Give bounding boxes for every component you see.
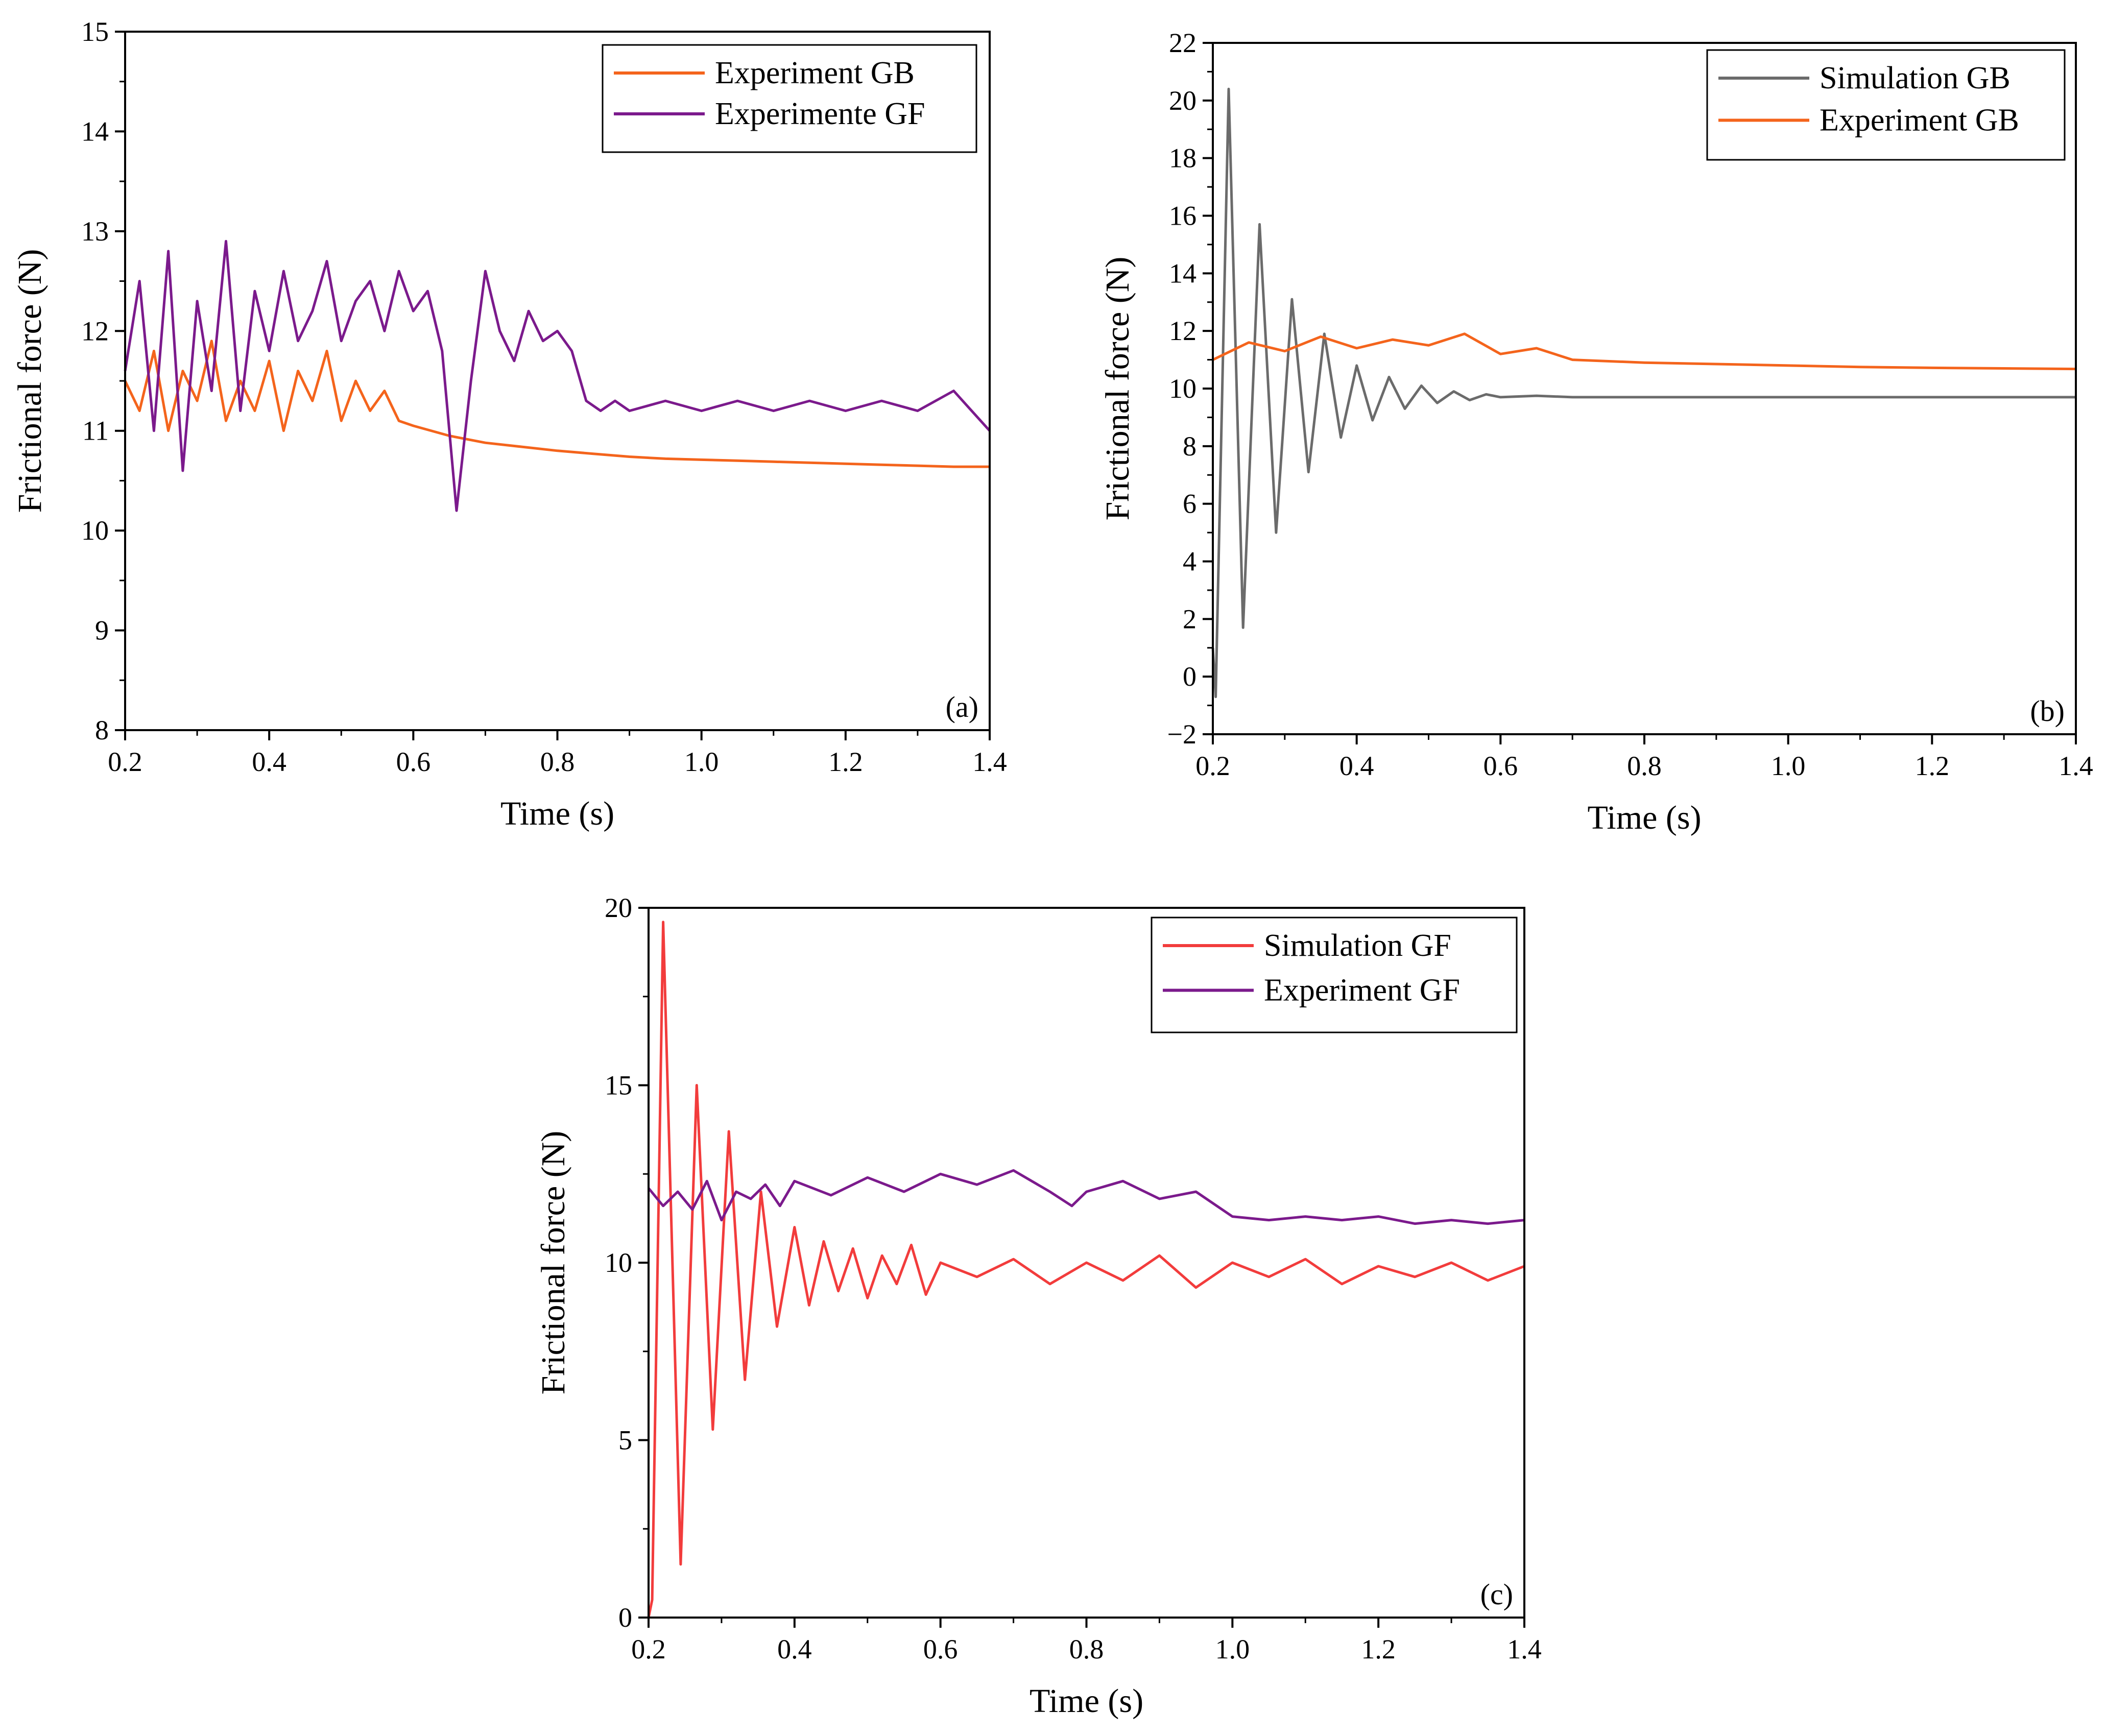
series-line-experiment-gb xyxy=(1212,332,2076,371)
y-tick-label: 20 xyxy=(605,893,632,923)
y-tick-label: 22 xyxy=(1169,28,1196,58)
x-axis-title: Time (s) xyxy=(1030,1682,1143,1720)
series-line-experiment-gb xyxy=(124,340,990,468)
x-tick-label: 1.2 xyxy=(1361,1634,1396,1665)
x-tick-label: 0.6 xyxy=(923,1634,958,1665)
y-tick-label: −2 xyxy=(1167,719,1196,750)
y-tick-label: 9 xyxy=(95,615,109,646)
y-tick-label: 0 xyxy=(1183,661,1196,692)
chart-panel-b: 0.2 0.4 0.6 0.8 1.0 1.2 1.4 −2 0 2 4 6 8 10 12 14 16 18 20… xyxy=(1099,28,2093,836)
x-axis-title: Time (s) xyxy=(1587,799,1701,836)
y-tick-label: 18 xyxy=(1169,143,1196,174)
y-tick-label: 20 xyxy=(1169,85,1196,116)
y-tick-label: 14 xyxy=(81,116,109,147)
x-tick-label: 0.8 xyxy=(1069,1634,1104,1665)
legend: Experiment GB Experimente GF xyxy=(602,44,977,153)
x-tick-label: 0.2 xyxy=(108,746,142,777)
x-tick-label: 0.8 xyxy=(1627,751,1662,781)
series-line-experimente-gf xyxy=(124,239,991,512)
y-tick-label: 12 xyxy=(81,316,109,346)
legend-label: Simulation GB xyxy=(1820,61,2011,95)
legend-box xyxy=(1706,49,2066,161)
y-tick-label: 10 xyxy=(605,1247,632,1278)
x-tick-label: 1.0 xyxy=(1215,1634,1250,1665)
panel-label-b: (b) xyxy=(2030,694,2065,728)
y-tick-label: 6 xyxy=(1183,489,1196,519)
legend-box xyxy=(602,44,977,153)
y-tick-label: 15 xyxy=(605,1070,632,1101)
y-tick-label: 8 xyxy=(1183,431,1196,462)
y-tick-label: 15 xyxy=(81,16,109,47)
legend: Simulation GF Experiment GF xyxy=(1151,917,1518,1033)
y-tick-label: 10 xyxy=(1169,373,1196,404)
y-tick-label: 13 xyxy=(81,216,109,247)
y-tick-label: 8 xyxy=(95,715,109,745)
x-tick-label: 0.2 xyxy=(631,1634,666,1665)
y-tick-label: 5 xyxy=(618,1425,632,1456)
y-tick-label: 4 xyxy=(1183,546,1196,577)
series-line-experiment-gf xyxy=(648,1169,1525,1225)
y-tick-label: 11 xyxy=(82,416,109,446)
series-line-simulation-gf xyxy=(647,921,1525,1618)
legend: Simulation GB Experiment GB xyxy=(1706,49,2066,161)
chart-panel-a: 0.2 0.4 0.6 0.8 1.0 1.2 1.4 8 9 10 11 12 13 14 15 Time … xyxy=(11,16,1007,832)
y-axis-title: Frictional force (N) xyxy=(11,249,49,513)
x-tick-label: 1.0 xyxy=(684,746,719,777)
legend-box xyxy=(1151,917,1518,1033)
y-tick-label: 12 xyxy=(1169,316,1196,346)
x-tick-label: 1.4 xyxy=(1507,1634,1542,1665)
x-tick-label: 1.2 xyxy=(1915,751,1950,781)
x-tick-label: 0.2 xyxy=(1195,751,1230,781)
x-tick-label: 1.4 xyxy=(972,746,1007,777)
y-axis-title: Frictional force (N) xyxy=(1099,257,1136,521)
x-tick-label: 0.4 xyxy=(1339,751,1374,781)
y-axis-title: Frictional force (N) xyxy=(535,1131,572,1395)
x-tick-label: 0.6 xyxy=(1483,751,1518,781)
chart-panel-c: 0.2 0.4 0.6 0.8 1.0 1.2 1.4 0 5 10 15 20 Time (s) Fri… xyxy=(535,893,1542,1720)
y-tick-label: 10 xyxy=(81,515,109,546)
y-tick-label: 2 xyxy=(1183,604,1196,634)
x-tick-label: 1.4 xyxy=(2059,751,2093,781)
legend-label: Experiment GB xyxy=(1820,103,2019,138)
x-axis-title: Time (s) xyxy=(500,795,614,832)
x-tick-label: 1.2 xyxy=(828,746,863,777)
y-tick-label: 14 xyxy=(1169,258,1196,288)
legend-label: Experimente GF xyxy=(715,97,925,131)
panel-label-c: (c) xyxy=(1480,1578,1513,1611)
x-tick-label: 0.4 xyxy=(777,1634,812,1665)
series-line-simulation-gb xyxy=(1211,87,2076,698)
legend-label: Simulation GF xyxy=(1264,928,1451,963)
x-tick-label: 1.0 xyxy=(1771,751,1806,781)
y-tick-label: 0 xyxy=(618,1602,632,1633)
x-tick-label: 0.4 xyxy=(252,746,286,777)
x-tick-label: 0.8 xyxy=(540,746,575,777)
legend-label: Experiment GF xyxy=(1264,973,1460,1008)
panel-label-a: (a) xyxy=(946,690,978,724)
y-tick-label: 16 xyxy=(1169,201,1196,231)
legend-label: Experiment GB xyxy=(715,56,915,90)
x-tick-label: 0.6 xyxy=(396,746,431,777)
